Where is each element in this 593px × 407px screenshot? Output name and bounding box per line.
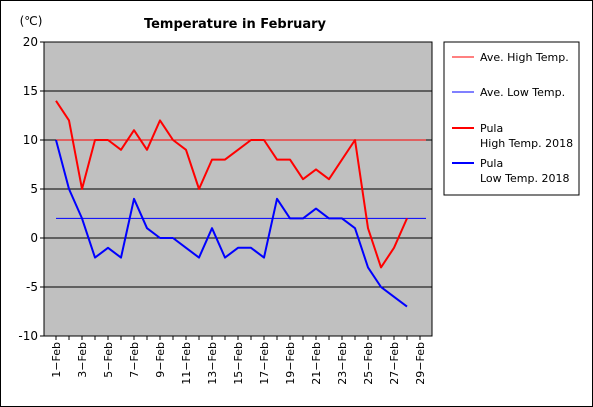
legend-label: Pula High Temp. 2018: [480, 122, 573, 150]
x-tick-label: 5−Feb: [102, 342, 115, 378]
x-tick-label: 23−Feb: [336, 342, 349, 385]
y-tick-label: 10: [23, 133, 38, 147]
x-tick-label: 15−Feb: [232, 342, 245, 385]
series-line-3: [55, 100, 408, 269]
x-tick-label: 7−Feb: [128, 342, 141, 378]
chart-title: Temperature in February: [144, 17, 327, 32]
x-tick-label: 11−Feb: [180, 342, 193, 385]
x-tick-label: 29−Feb: [414, 342, 427, 385]
x-tick-label: 21−Feb: [310, 342, 323, 385]
x-tick-label: 3−Feb: [76, 342, 89, 378]
legend-box: [443, 41, 580, 196]
y-tick-label: 0: [30, 231, 38, 245]
y-tick-label: 5: [30, 182, 38, 196]
legend-label: Ave. Low Temp.: [480, 86, 565, 99]
y-axis-unit-label: (℃): [20, 14, 43, 28]
x-tick-label: 1−Feb: [50, 342, 63, 378]
x-tick-label: 19−Feb: [284, 342, 297, 385]
x-tick-label: 25−Feb: [362, 342, 375, 385]
x-tick-label: 27−Feb: [388, 342, 401, 385]
y-tick-label: 15: [23, 84, 38, 98]
legend-label: Pula Low Temp. 2018: [480, 157, 569, 185]
x-tick-label: 9−Feb: [154, 342, 167, 378]
y-tick-label: -10: [18, 329, 38, 343]
x-tick-label: 17−Feb: [258, 342, 271, 385]
series-line-4: [55, 139, 408, 308]
legend-label: Ave. High Temp.: [480, 51, 569, 64]
x-tick-label: 13−Feb: [206, 342, 219, 385]
y-tick-label: -5: [26, 280, 38, 294]
y-tick-label: 20: [23, 35, 38, 49]
